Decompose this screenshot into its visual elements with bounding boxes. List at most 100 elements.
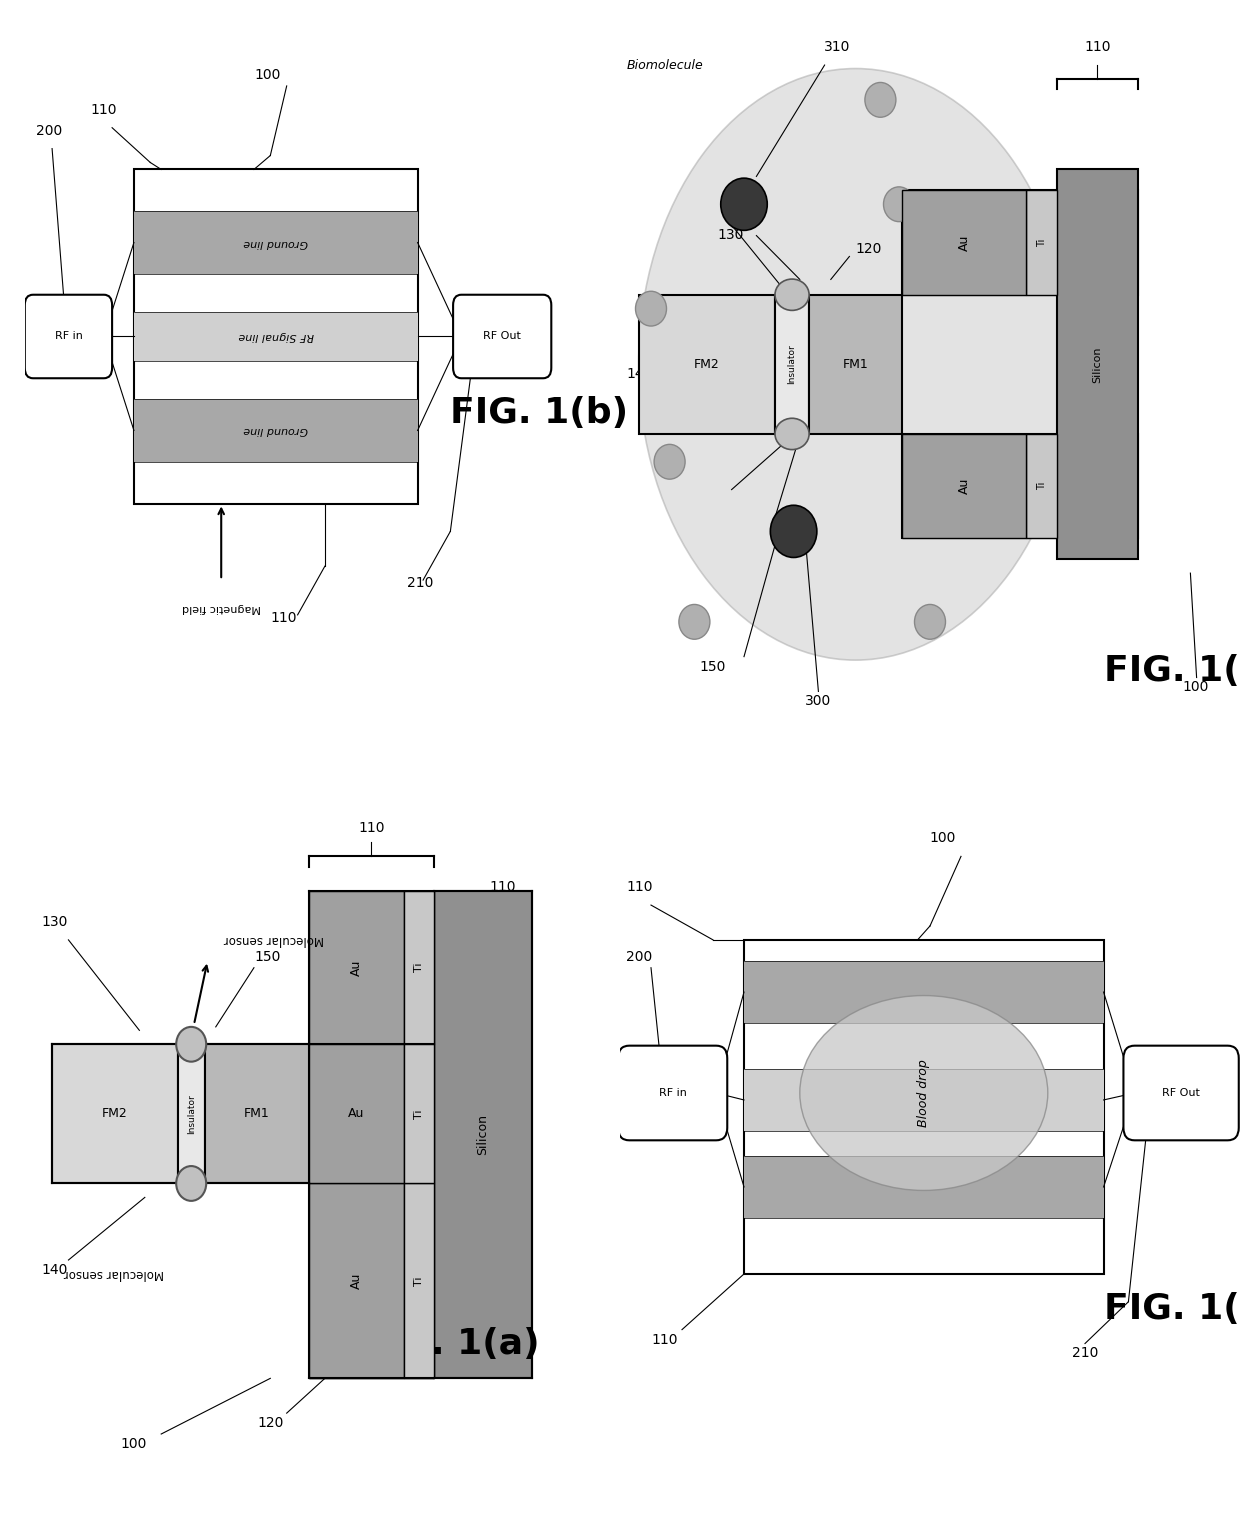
Text: Ti: Ti	[414, 962, 424, 973]
Bar	[309, 891, 434, 1044]
Text: 200: 200	[626, 950, 652, 964]
Bar	[1025, 434, 1056, 539]
Text: FIG. 1(a): FIG. 1(a)	[363, 1327, 539, 1360]
Ellipse shape	[639, 68, 1073, 660]
Text: Ti: Ti	[414, 1023, 424, 1032]
Text: Molecular sensor: Molecular sensor	[63, 1268, 164, 1280]
Text: 120: 120	[257, 1416, 284, 1430]
Text: Ground line: Ground line	[243, 238, 309, 248]
Text: Au: Au	[350, 1272, 363, 1289]
Text: Au: Au	[348, 1108, 365, 1120]
Bar	[404, 1044, 434, 1183]
Text: Au: Au	[957, 235, 971, 251]
Ellipse shape	[655, 445, 684, 480]
Text: 100: 100	[254, 68, 280, 82]
Text: RF in: RF in	[55, 331, 82, 342]
Text: Au: Au	[957, 478, 971, 495]
Text: FIG. 1(c): FIG. 1(c)	[1104, 1292, 1240, 1325]
Bar	[639, 295, 775, 434]
Ellipse shape	[866, 83, 895, 118]
Text: Ti: Ti	[414, 1109, 424, 1118]
Ellipse shape	[775, 418, 808, 449]
FancyBboxPatch shape	[453, 295, 552, 378]
Text: 300: 300	[805, 694, 832, 708]
Bar	[901, 191, 1025, 295]
Bar	[134, 399, 418, 461]
Text: Au: Au	[350, 959, 363, 976]
Bar	[309, 891, 404, 1044]
Bar	[134, 169, 418, 504]
Bar	[52, 1044, 177, 1183]
Text: 110: 110	[91, 103, 117, 117]
Bar	[134, 212, 418, 274]
Ellipse shape	[635, 292, 667, 327]
Bar	[744, 961, 1104, 1023]
Ellipse shape	[800, 996, 1048, 1191]
Text: 110: 110	[1084, 41, 1111, 54]
Ellipse shape	[176, 1027, 206, 1062]
Bar	[134, 312, 418, 362]
Bar	[205, 1044, 309, 1183]
Text: Ti: Ti	[1037, 483, 1047, 490]
Text: 210: 210	[1071, 1347, 1099, 1360]
Text: 130: 130	[718, 228, 744, 242]
Ellipse shape	[176, 1167, 206, 1201]
Bar	[177, 1044, 205, 1183]
Text: 140: 140	[626, 368, 652, 381]
Ellipse shape	[720, 179, 768, 230]
Ellipse shape	[775, 278, 808, 310]
Bar	[775, 295, 808, 434]
Bar	[434, 891, 532, 1378]
Text: 100: 100	[120, 1437, 148, 1451]
Text: Au: Au	[350, 1020, 363, 1036]
Text: FIG. 1(b): FIG. 1(b)	[450, 396, 629, 430]
Text: RF Signal line: RF Signal line	[238, 331, 314, 342]
Text: 150: 150	[254, 950, 280, 964]
Bar	[309, 1183, 434, 1378]
Text: 110: 110	[626, 881, 652, 894]
Bar	[901, 434, 1025, 539]
Text: 110: 110	[490, 881, 516, 894]
Text: FIG. 1(d): FIG. 1(d)	[1104, 654, 1240, 687]
Bar	[901, 191, 1137, 295]
Text: Silicon: Silicon	[1092, 346, 1102, 383]
Text: Magnetic field: Magnetic field	[182, 602, 260, 613]
Ellipse shape	[680, 605, 711, 640]
FancyBboxPatch shape	[618, 1045, 727, 1141]
Text: FM2: FM2	[102, 1108, 128, 1120]
Text: Ti: Ti	[414, 1275, 424, 1286]
Text: Insulator: Insulator	[787, 345, 796, 384]
Bar	[744, 1068, 1104, 1132]
Bar	[1056, 169, 1137, 560]
Text: Insulator: Insulator	[187, 1094, 196, 1133]
Ellipse shape	[915, 605, 945, 640]
Text: RF in: RF in	[658, 1088, 687, 1098]
Text: 110: 110	[651, 1333, 677, 1347]
Text: 110: 110	[270, 611, 296, 625]
FancyBboxPatch shape	[1123, 1045, 1239, 1141]
Bar	[901, 434, 1137, 539]
Bar	[309, 1183, 404, 1378]
Text: RF Out: RF Out	[1162, 1088, 1200, 1098]
Text: FM2: FM2	[694, 359, 719, 371]
Bar	[404, 891, 434, 1044]
Bar	[808, 295, 903, 434]
Text: FM1: FM1	[843, 359, 868, 371]
Text: Molecular sensor: Molecular sensor	[224, 934, 324, 946]
Text: 130: 130	[41, 915, 67, 929]
Ellipse shape	[770, 505, 817, 557]
Bar	[744, 940, 1104, 1274]
Text: 100: 100	[929, 832, 956, 846]
Text: Ti: Ti	[1037, 239, 1047, 247]
Text: FM1: FM1	[244, 1108, 269, 1120]
Text: 310: 310	[823, 41, 851, 54]
Bar	[744, 1156, 1104, 1218]
Text: 120: 120	[856, 242, 882, 256]
Text: 200: 200	[36, 124, 62, 138]
Text: Biomolecule: Biomolecule	[626, 59, 703, 71]
Bar	[1025, 191, 1056, 295]
Text: RF Out: RF Out	[484, 331, 521, 342]
Bar	[404, 1183, 434, 1378]
Text: 100: 100	[1183, 681, 1209, 694]
Text: Silicon: Silicon	[476, 1114, 490, 1156]
